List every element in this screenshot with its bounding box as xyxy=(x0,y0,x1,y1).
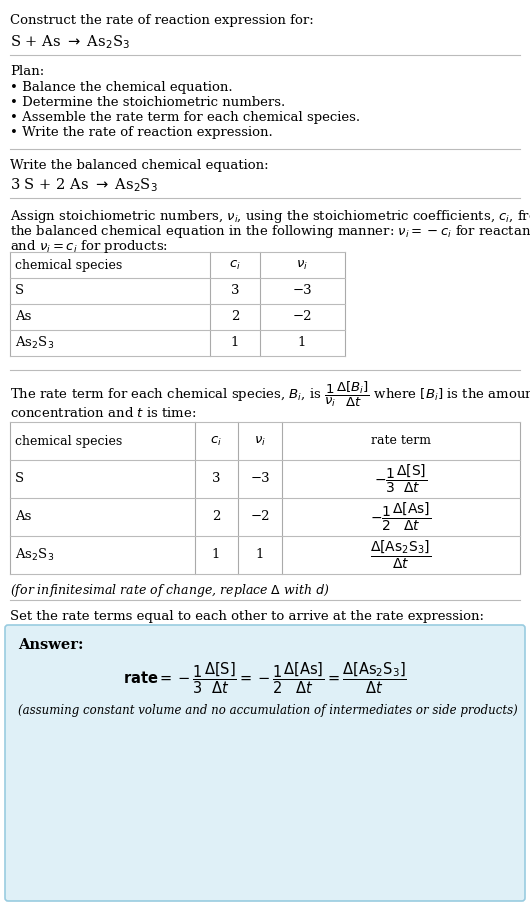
Text: (for infinitesimal rate of change, replace $\Delta$ with $d$): (for infinitesimal rate of change, repla… xyxy=(10,582,329,599)
Text: 2: 2 xyxy=(231,311,239,323)
Text: Assign stoichiometric numbers, $\nu_i$, using the stoichiometric coefficients, $: Assign stoichiometric numbers, $\nu_i$, … xyxy=(10,208,530,225)
Text: 2: 2 xyxy=(212,510,220,524)
Text: $\dfrac{\Delta[\mathrm{As_2S_3}]}{\Delta t}$: $\dfrac{\Delta[\mathrm{As_2S_3}]}{\Delta… xyxy=(370,539,431,571)
Text: $\mathbf{rate} = -\dfrac{1}{3}\dfrac{\Delta[\mathrm{S}]}{\Delta t} = -\dfrac{1}{: $\mathbf{rate} = -\dfrac{1}{3}\dfrac{\De… xyxy=(123,660,407,696)
Text: (assuming constant volume and no accumulation of intermediates or side products): (assuming constant volume and no accumul… xyxy=(18,704,518,717)
Text: $\nu_i$: $\nu_i$ xyxy=(254,435,266,448)
Text: $c_i$: $c_i$ xyxy=(229,258,241,272)
Text: 1: 1 xyxy=(212,548,220,562)
Text: Answer:: Answer: xyxy=(18,638,84,652)
Text: • Balance the chemical equation.: • Balance the chemical equation. xyxy=(10,81,233,94)
Text: −2: −2 xyxy=(250,510,270,524)
FancyBboxPatch shape xyxy=(5,625,525,901)
Text: 1: 1 xyxy=(298,336,306,350)
Text: $-\dfrac{1}{2}\dfrac{\Delta[\mathrm{As}]}{\Delta t}$: $-\dfrac{1}{2}\dfrac{\Delta[\mathrm{As}]… xyxy=(370,501,431,533)
Text: rate term: rate term xyxy=(371,435,431,448)
Text: 1: 1 xyxy=(256,548,264,562)
Text: As: As xyxy=(15,311,31,323)
Text: As: As xyxy=(15,510,31,524)
Text: concentration and $t$ is time:: concentration and $t$ is time: xyxy=(10,406,197,420)
Text: 3: 3 xyxy=(212,473,220,486)
Text: the balanced chemical equation in the following manner: $\nu_i = -c_i$ for react: the balanced chemical equation in the fo… xyxy=(10,223,530,240)
Text: 1: 1 xyxy=(231,336,239,350)
Text: The rate term for each chemical species, $B_i$, is $\dfrac{1}{\nu_i}\dfrac{\Delt: The rate term for each chemical species,… xyxy=(10,380,530,410)
Text: • Write the rate of reaction expression.: • Write the rate of reaction expression. xyxy=(10,126,273,139)
Text: S: S xyxy=(15,473,24,486)
Text: Set the rate terms equal to each other to arrive at the rate expression:: Set the rate terms equal to each other t… xyxy=(10,610,484,623)
Text: and $\nu_i = c_i$ for products:: and $\nu_i = c_i$ for products: xyxy=(10,238,168,255)
Text: $\nu_i$: $\nu_i$ xyxy=(296,258,308,272)
Text: chemical species: chemical species xyxy=(15,435,122,448)
Text: S + As $\rightarrow$ As$_2$S$_3$: S + As $\rightarrow$ As$_2$S$_3$ xyxy=(10,33,130,51)
Text: Construct the rate of reaction expression for:: Construct the rate of reaction expressio… xyxy=(10,14,314,27)
Text: −2: −2 xyxy=(292,311,312,323)
Text: 3: 3 xyxy=(231,284,239,297)
Text: −3: −3 xyxy=(250,473,270,486)
Text: Plan:: Plan: xyxy=(10,65,44,78)
Text: $-\dfrac{1}{3}\dfrac{\Delta[\mathrm{S}]}{\Delta t}$: $-\dfrac{1}{3}\dfrac{\Delta[\mathrm{S}]}… xyxy=(374,463,428,496)
Text: −3: −3 xyxy=(292,284,312,297)
Text: • Assemble the rate term for each chemical species.: • Assemble the rate term for each chemic… xyxy=(10,111,360,124)
Text: chemical species: chemical species xyxy=(15,258,122,272)
Text: Write the balanced chemical equation:: Write the balanced chemical equation: xyxy=(10,159,269,172)
Text: S: S xyxy=(15,284,24,297)
Text: • Determine the stoichiometric numbers.: • Determine the stoichiometric numbers. xyxy=(10,96,285,109)
Text: $c_i$: $c_i$ xyxy=(210,435,222,448)
Text: As$_2$S$_3$: As$_2$S$_3$ xyxy=(15,335,54,351)
Text: 3 S + 2 As $\rightarrow$ As$_2$S$_3$: 3 S + 2 As $\rightarrow$ As$_2$S$_3$ xyxy=(10,176,158,194)
Text: As$_2$S$_3$: As$_2$S$_3$ xyxy=(15,547,54,563)
